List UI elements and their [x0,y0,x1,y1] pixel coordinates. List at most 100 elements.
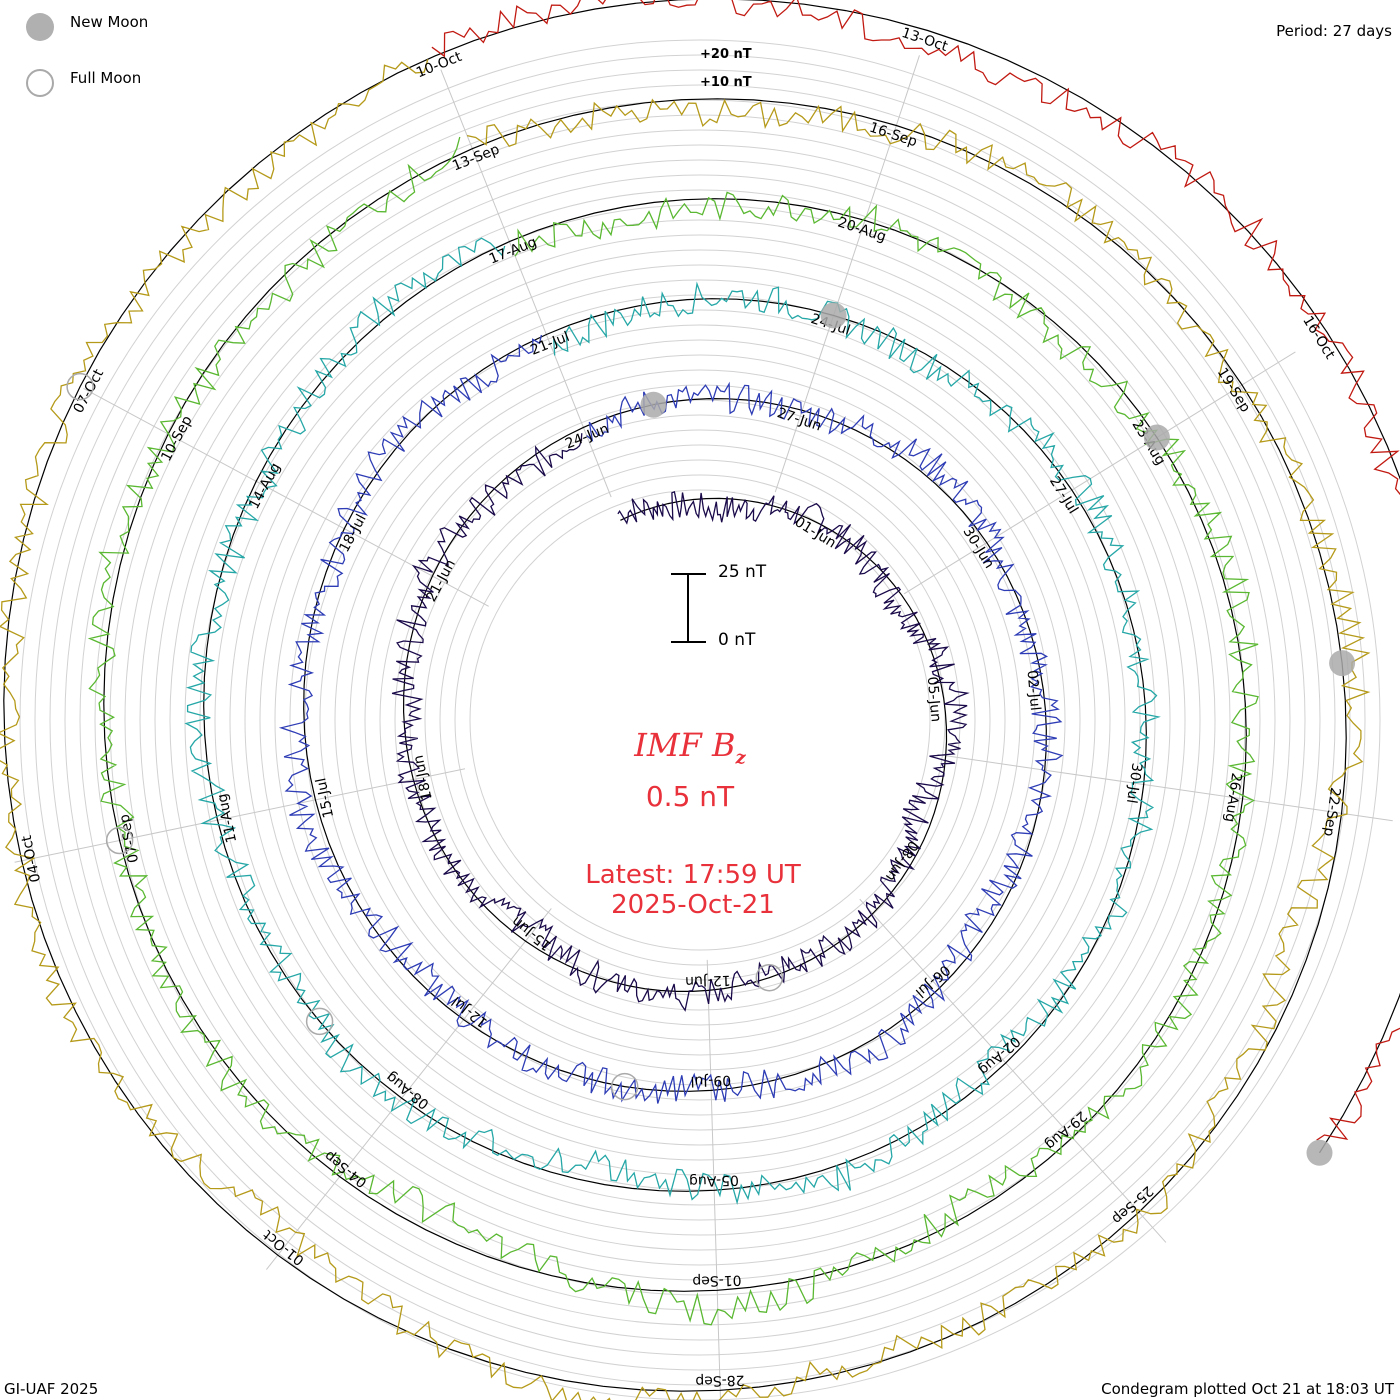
date-label: 04-Oct [19,833,44,883]
trace-turn-6 [431,0,1400,1141]
full-moon-marker [66,372,94,401]
date-label: 09-Jul [690,1072,731,1089]
date-label: 28-Sep [695,1372,745,1389]
period-label: Period: 27 days [1276,22,1392,40]
legend-full-moon: Full Moon [26,69,141,97]
grid-ring [139,159,1261,1281]
grid-spoke [83,387,489,607]
grid-ring [124,144,1276,1296]
new-moon-marker [1329,650,1356,677]
grid-ring [424,444,976,996]
grid-ring [364,384,1036,1056]
plotted-timestamp: Condegram plotted Oct 21 at 18:03 UT [1101,1380,1394,1398]
date-label: 29-Aug [1042,1108,1090,1153]
trace-turn-5 [0,59,1371,1400]
date-label: 10-Oct [414,49,464,82]
moon-markers [66,302,1356,1166]
grid-ring [184,204,1216,1236]
grid-ring [34,54,1366,1386]
grid-ring [94,114,1306,1326]
legend-new-moon: New Moon [26,13,148,41]
full-moon-marker [610,1072,639,1101]
grid-spoke [903,351,1296,595]
zero-baseline-spiral [3,0,1400,1392]
grid-ring [349,369,1051,1071]
grid-ring [79,99,1321,1341]
grid-ring [274,294,1126,1146]
date-label: 05-Jun [924,676,944,723]
ring-mid-label: +10 nT [700,75,752,90]
grid-rings [19,39,1381,1400]
quantity-title: IMF Bz [540,726,840,777]
scale-bar [671,573,706,643]
grid-ring [439,459,961,981]
latest-time: Latest: 17:59 UT 2025-Oct-21 [520,860,866,920]
date-label: 01-Sep [692,1272,742,1289]
full-moon-marker [305,1007,334,1036]
trace-turn-3 [184,237,1161,1205]
date-label: 25-Sep [1108,1182,1156,1227]
date-label: 07-Sep [117,813,143,865]
trace-turn-1 [391,433,970,1012]
new-moon-marker [640,391,667,418]
grid-ring [154,174,1246,1266]
trace-turn-2 [278,334,1064,1104]
latest-time-line1: Latest: 17:59 UT [585,860,801,890]
grid-spoke [937,754,1393,822]
grid-ring [169,189,1231,1251]
grid-ring [289,309,1111,1131]
new-moon-marker [1306,1139,1333,1166]
date-label: 05-Aug [689,1172,739,1189]
latest-value: 0.5 nT [645,780,735,814]
date-label: 12-Jun [685,972,731,989]
grid-spoke [14,768,466,863]
new-moon-icon [26,13,54,41]
full-moon-marker [755,963,784,992]
grid-ring [19,39,1381,1400]
date-label: 14-Aug [246,460,284,512]
grid-ring [379,399,1021,1041]
grid-ring [214,234,1186,1206]
date-label: 17-Aug [487,234,539,267]
date-label: 26-Aug [1221,772,1244,824]
grid-ring [394,414,1006,1026]
trace-turn-4 [87,136,1259,1326]
grid-ring [229,249,1171,1191]
credit-label: GI-UAF 2025 [4,1380,99,1398]
grid-ring [469,489,931,951]
grid-ring [64,84,1336,1356]
date-label: 02-Jul [1024,670,1044,712]
date-labels: 01-Jun05-Jun08-Jun12-Jun15-Jun18-Jun21-J… [19,25,1343,1389]
quantity-name: IMF B [634,726,736,764]
grid-ring [259,279,1141,1161]
grid-ring [244,264,1156,1176]
grid-ring [409,429,991,1011]
grid-spoke [859,898,1167,1243]
scale-bar-bottom-label: 0 nT [718,630,756,650]
full-moon-icon [26,69,54,97]
new-moon-marker [820,302,847,329]
date-label: 02-Aug [975,1033,1023,1078]
date-label: 22-Sep [1320,786,1343,837]
grid-ring [454,474,946,966]
date-label: 08-Jun [882,837,921,883]
legend-full-moon-label: Full Moon [70,69,142,87]
date-label: 30-Jul [1123,762,1145,804]
latest-time-line2: 2025-Oct-21 [611,890,775,920]
grid-spoke [266,908,552,1270]
ring-top-label: +20 nT [700,47,752,62]
grid-ring [319,339,1081,1101]
grid-ring [304,324,1096,1116]
new-moon-marker [1143,424,1170,451]
grid-spoke [440,69,612,498]
full-moon-marker [105,826,134,855]
date-label: 15-Jul [313,776,337,819]
scale-bar-top-label: 25 nT [718,562,767,582]
grid-spoke [774,55,920,493]
grid-ring [109,129,1291,1311]
legend-new-moon-label: New Moon [70,13,149,31]
date-label: 11-Aug [214,792,240,844]
date-label: 01-Jun [792,514,839,551]
